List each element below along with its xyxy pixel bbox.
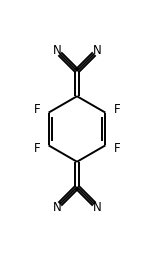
- Text: F: F: [114, 103, 120, 116]
- Text: N: N: [52, 201, 61, 214]
- Text: N: N: [93, 201, 102, 214]
- Text: N: N: [52, 44, 61, 57]
- Text: F: F: [34, 103, 40, 116]
- Text: F: F: [114, 142, 120, 155]
- Text: N: N: [93, 44, 102, 57]
- Text: F: F: [34, 142, 40, 155]
